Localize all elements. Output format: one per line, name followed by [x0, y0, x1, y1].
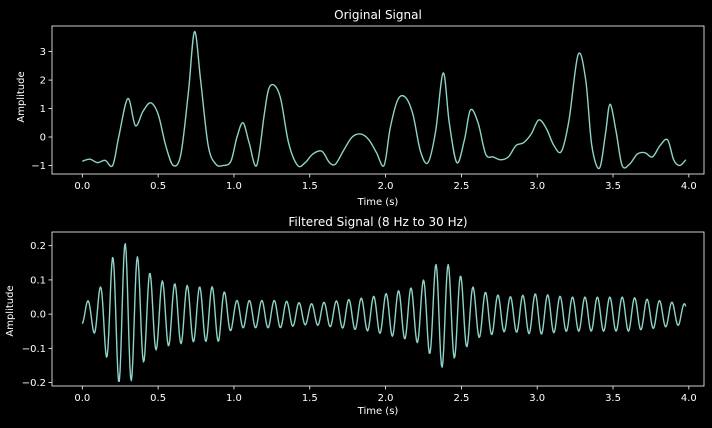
filtered-signal-xtick-label: 1.0 — [226, 393, 242, 404]
original-signal-xtick-label: 1.5 — [302, 181, 318, 192]
filtered-signal-xtick-label: 1.5 — [302, 393, 318, 404]
original-signal-xtick-label: 2.0 — [378, 181, 394, 192]
original-signal-xtick-label: 2.5 — [453, 181, 469, 192]
filtered-signal-plot: Filtered Signal (8 Hz to 30 Hz) Time (s)… — [5, 215, 705, 417]
original-signal-ytick-label: 3 — [40, 47, 46, 58]
filtered-signal-xtick-label: 0.0 — [74, 393, 90, 404]
original-signal-line — [82, 30, 687, 170]
original-signal-xtick-label: 3.5 — [605, 181, 621, 192]
original-signal-ylabel: Amplitude — [16, 71, 27, 122]
original-signal-xtick-label: 4.0 — [681, 181, 697, 192]
filtered-signal-xtick-label: 3.0 — [529, 393, 545, 404]
filtered-signal-xtick-label: 0.5 — [150, 393, 166, 404]
filtered-signal-ytick-label: 0.1 — [30, 275, 46, 286]
original-signal-title: Original Signal — [334, 8, 422, 22]
filtered-signal-xlabel: Time (s) — [357, 406, 399, 417]
filtered-signal-ytick-label: 0.2 — [30, 241, 46, 252]
filtered-signal-ytick-label: −0.1 — [22, 344, 46, 355]
original-signal-plot: Original Signal Time (s) Amplitude 0.0 0.… — [16, 8, 705, 208]
filtered-signal-xtick-label: 2.5 — [453, 393, 469, 404]
original-signal-ytick-label: 0 — [40, 133, 46, 144]
filtered-signal-title: Filtered Signal (8 Hz to 30 Hz) — [288, 215, 467, 229]
original-signal-xtick-label: 0.5 — [150, 181, 166, 192]
original-signal-ytick-label: 1 — [40, 104, 46, 115]
original-signal-xtick-label: 0.0 — [74, 181, 90, 192]
filtered-signal-xtick-label: 4.0 — [681, 393, 697, 404]
filtered-signal-xtick-label: 2.0 — [378, 393, 394, 404]
original-signal-ytick-label: −1 — [31, 161, 46, 172]
filtered-signal-ytick-label: −0.2 — [22, 378, 46, 389]
original-signal-axes-frame — [51, 25, 705, 175]
original-signal-xtick-label: 1.0 — [226, 181, 242, 192]
filtered-signal-ytick-label: 0.0 — [30, 310, 46, 321]
original-signal-xlabel: Time (s) — [357, 197, 399, 208]
filtered-signal-ylabel: Amplitude — [5, 285, 16, 336]
original-signal-ytick-label: 2 — [40, 76, 46, 87]
filtered-signal-axes-frame — [51, 231, 705, 387]
filtered-signal-xtick-label: 3.5 — [605, 393, 621, 404]
original-signal-xtick-label: 3.0 — [529, 181, 545, 192]
filtered-signal-line — [81, 242, 687, 383]
